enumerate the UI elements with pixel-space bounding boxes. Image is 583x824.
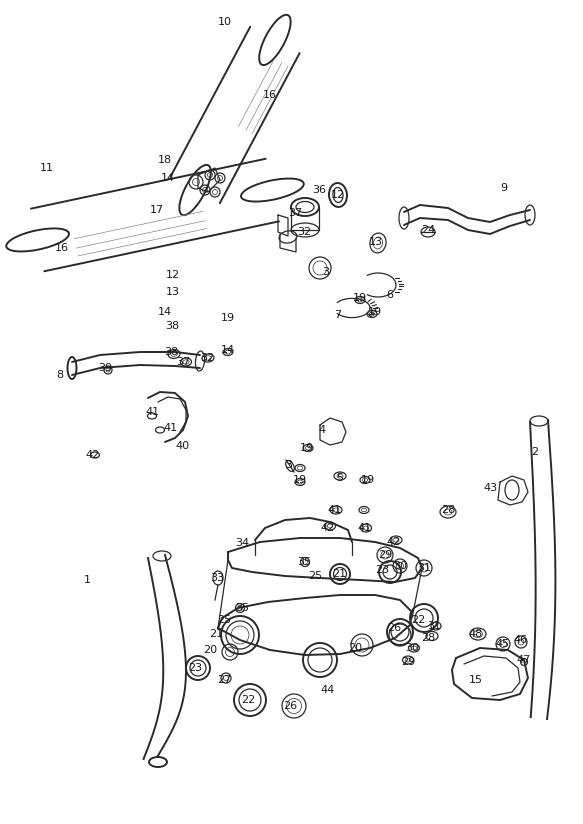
Text: 41: 41	[357, 523, 371, 533]
Text: 33: 33	[210, 573, 224, 583]
Text: 13: 13	[369, 237, 383, 247]
Text: 10: 10	[218, 17, 232, 27]
Text: 37: 37	[288, 208, 302, 218]
Text: 9: 9	[500, 183, 508, 193]
Text: 12: 12	[166, 270, 180, 280]
Text: 16: 16	[263, 90, 277, 100]
Text: 41: 41	[327, 505, 341, 515]
Text: 41: 41	[146, 407, 160, 417]
Text: 6: 6	[387, 290, 394, 300]
Text: 35: 35	[297, 557, 311, 567]
Text: 29: 29	[401, 657, 415, 667]
Text: 39: 39	[98, 363, 112, 373]
Text: 28: 28	[421, 633, 435, 643]
Text: 36: 36	[312, 185, 326, 195]
Text: 18: 18	[158, 155, 172, 165]
Text: 26: 26	[387, 623, 401, 633]
Text: 42: 42	[387, 537, 401, 547]
Text: 47: 47	[517, 655, 531, 665]
Text: 19: 19	[300, 443, 314, 453]
Text: 25: 25	[308, 571, 322, 581]
Text: 19: 19	[221, 313, 235, 323]
Text: 3: 3	[286, 460, 293, 470]
Text: 46: 46	[513, 635, 527, 645]
Text: 23: 23	[188, 663, 202, 673]
Text: 32: 32	[297, 227, 311, 237]
Text: 34: 34	[235, 538, 249, 548]
Text: 7: 7	[335, 310, 342, 320]
Text: 42: 42	[86, 450, 100, 460]
Text: 26: 26	[283, 701, 297, 711]
Text: 3: 3	[322, 267, 329, 277]
Text: 20: 20	[348, 643, 362, 653]
Text: 29: 29	[378, 550, 392, 560]
Text: 21: 21	[332, 569, 346, 579]
Text: 19: 19	[353, 293, 367, 303]
Text: 20: 20	[203, 645, 217, 655]
Text: 5: 5	[336, 473, 343, 483]
Text: 2: 2	[532, 447, 539, 457]
Text: 25: 25	[217, 615, 231, 625]
Text: 30: 30	[393, 561, 407, 571]
Text: 30: 30	[405, 643, 419, 653]
Text: 14: 14	[161, 173, 175, 183]
Text: 17: 17	[150, 205, 164, 215]
Text: 37: 37	[176, 357, 190, 367]
Text: 44: 44	[321, 685, 335, 695]
Text: 8: 8	[57, 370, 64, 380]
Text: 22: 22	[241, 695, 255, 705]
Text: 28: 28	[441, 505, 455, 515]
Text: 21: 21	[209, 629, 223, 639]
Text: 14: 14	[158, 307, 172, 317]
Text: 19: 19	[293, 475, 307, 485]
Text: 31: 31	[427, 621, 441, 631]
Text: 14: 14	[221, 345, 235, 355]
Text: 42: 42	[321, 523, 335, 533]
Text: 38: 38	[165, 321, 179, 331]
Text: 12: 12	[331, 190, 345, 200]
Text: 48: 48	[469, 629, 483, 639]
Text: 1: 1	[83, 575, 90, 585]
Text: 41: 41	[164, 423, 178, 433]
Text: 40: 40	[176, 441, 190, 451]
Text: 43: 43	[483, 483, 497, 493]
Text: 27: 27	[217, 675, 231, 685]
Text: 19: 19	[368, 307, 382, 317]
Text: 23: 23	[375, 565, 389, 575]
Text: 13: 13	[166, 287, 180, 297]
Text: 19: 19	[361, 475, 375, 485]
Text: 11: 11	[40, 163, 54, 173]
Text: 16: 16	[55, 243, 69, 253]
Text: 15: 15	[469, 675, 483, 685]
Text: 31: 31	[417, 563, 431, 573]
Text: 35: 35	[235, 603, 249, 613]
Text: 45: 45	[495, 639, 509, 649]
Text: 32: 32	[200, 353, 214, 363]
Text: 38: 38	[164, 347, 178, 357]
Text: 22: 22	[411, 615, 425, 625]
Text: 4: 4	[318, 425, 325, 435]
Text: 24: 24	[421, 225, 435, 235]
